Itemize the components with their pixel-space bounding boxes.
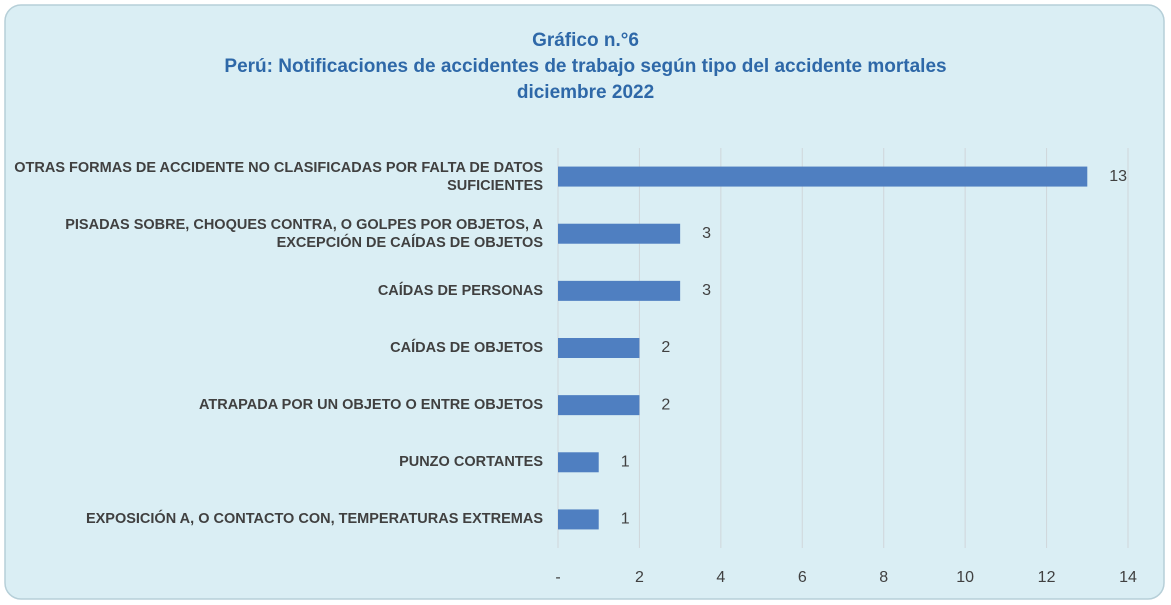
x-tick-label: 12 xyxy=(1038,569,1056,586)
y-tick-label: CAÍDAS DE PERSONAS xyxy=(377,282,543,299)
chart-title: diciembre 2022 xyxy=(516,82,655,103)
chart-title: Perú: Notificaciones de accidentes de tr… xyxy=(224,56,947,77)
bar xyxy=(558,166,1088,187)
y-tick-label: ATRAPADA POR UN OBJETO O ENTRE OBJETOS xyxy=(198,397,543,414)
y-tick-label: PISADAS SOBRE, CHOQUES CONTRA, O GOLPES … xyxy=(65,216,543,251)
x-tick-label: 2 xyxy=(635,569,644,586)
bar xyxy=(558,223,681,244)
bar xyxy=(558,280,681,301)
data-label: 2 xyxy=(661,339,670,356)
data-label: 1 xyxy=(621,454,630,471)
y-tick-label: CAÍDAS DE OBJETOS xyxy=(390,340,543,356)
y-tick-label: EXPOSICIÓN A, O CONTACTO CON, TEMPERATUR… xyxy=(85,511,543,528)
x-tick-label: 14 xyxy=(1119,569,1137,586)
data-label: 2 xyxy=(661,396,670,413)
bar xyxy=(558,338,640,358)
x-tick-label: 4 xyxy=(716,569,725,586)
bar xyxy=(558,452,599,473)
background xyxy=(4,4,1165,600)
chart-title: Gráfico n.°6 xyxy=(532,30,639,51)
x-tick-label: 8 xyxy=(879,569,888,586)
bar xyxy=(558,509,599,530)
y-tick-label: PUNZO CORTANTES xyxy=(399,454,543,471)
data-label: 13 xyxy=(1109,168,1127,185)
data-label: 1 xyxy=(621,511,630,528)
x-tick-label: 6 xyxy=(798,569,807,586)
x-tick-label: 10 xyxy=(956,569,974,586)
data-label: 3 xyxy=(702,225,711,242)
data-label: 3 xyxy=(702,282,711,299)
x-tick-label: - xyxy=(555,569,560,586)
y-tick-label: OTRAS FORMAS DE ACCIDENTE NO CLASIFICADA… xyxy=(14,159,543,194)
bar xyxy=(558,395,640,416)
